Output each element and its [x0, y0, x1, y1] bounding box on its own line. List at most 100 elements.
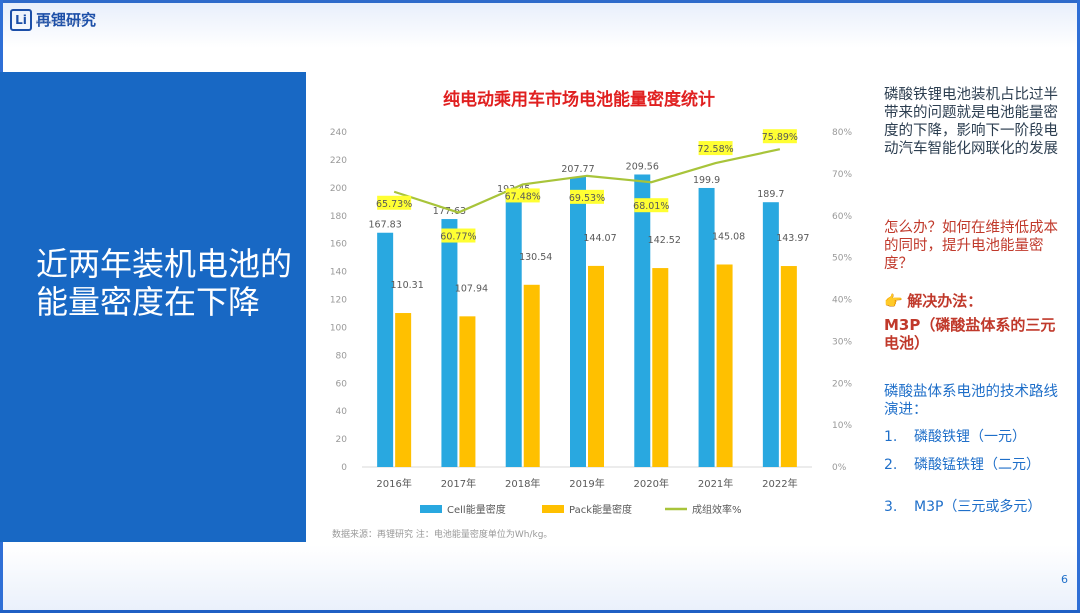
list-item: 2. 磷酸锰铁锂（二元）: [884, 456, 1074, 496]
bottom-border: [0, 610, 1080, 613]
right-axis-tick: 20%: [832, 379, 852, 389]
list-item: 3. M3P（三元或多元）: [884, 498, 1074, 538]
cell-bar: [570, 176, 586, 467]
question-text: 怎么办？如何在维持低成本的同时，提升电池能量密度？: [884, 220, 1058, 272]
legend-ratio-label: 成组效率%: [692, 503, 742, 516]
left-axis-tick: 240: [330, 128, 347, 138]
category-label: 2017年: [441, 477, 476, 490]
category-label: 2020年: [634, 477, 669, 490]
logo-subtitle: REDOING RESEARCH: [36, 20, 86, 25]
legend-pack-label: Pack能量密度: [569, 503, 632, 516]
page-number: 6: [1061, 573, 1068, 586]
left-axis-tick: 160: [330, 240, 347, 250]
chart-title: 纯电动乘用车市场电池能量密度统计: [443, 89, 715, 110]
list-number: 2.: [884, 457, 898, 473]
ratio-value-label: 72.58%: [697, 144, 733, 155]
pack-value-label: 110.31: [391, 280, 424, 291]
pointing-hand-icon: 👉: [884, 292, 903, 310]
ratio-label-highlight: [634, 198, 669, 213]
pack-bar: [780, 266, 797, 467]
ratio-value-label: 75.89%: [762, 132, 798, 143]
legend-pack-swatch: [542, 505, 564, 513]
ratio-label-highlight: [570, 189, 604, 204]
energy-density-chart: 纯电动乘用车市场电池能量密度统计 0 20 40 60 80 100 120 140 160 180…: [310, 80, 865, 554]
pack-value-label: 130.54: [519, 252, 552, 263]
right-axis-tick: 0%: [832, 463, 847, 473]
left-axis-tick: 100: [330, 323, 347, 333]
category-label: 2021年: [698, 477, 733, 490]
left-axis-tick: 180: [330, 212, 347, 222]
list-text: 磷酸铁锂（一元）: [914, 429, 1026, 445]
solution-block: 👉 解决办法：: [884, 292, 1069, 311]
pack-bar: [652, 268, 669, 467]
brand-logo: Li 再锂研究: [10, 9, 96, 31]
ratio-label-highlight: [377, 195, 412, 210]
right-axis-tick: 80%: [832, 128, 852, 138]
pack-bar: [395, 313, 412, 467]
bottom-gradient: [0, 545, 1080, 613]
slide-heading: 近两年装机电池的能量密度在下降: [36, 245, 293, 321]
heading-panel: 近两年装机电池的能量密度在下降: [0, 72, 306, 542]
legend-cell-swatch: [420, 505, 442, 513]
ratio-label-highlight: [698, 141, 733, 156]
list-item: 1. 磷酸铁锂（一元）: [884, 428, 1074, 448]
solution-text: M3P（磷酸盐体系的三元电池）: [884, 316, 1056, 352]
left-axis-tick: 0: [341, 463, 347, 473]
right-axis-tick: 30%: [832, 337, 852, 347]
pack-bar: [523, 284, 540, 467]
ratio-value-label: 60.77%: [440, 232, 476, 243]
pack-bar: [716, 264, 733, 467]
list-text: M3P（三元或多元）: [914, 499, 1042, 515]
cell-bar: [698, 187, 715, 468]
ratio-label-highlight: [441, 228, 476, 243]
ratio-value-label: 68.01%: [633, 201, 669, 212]
left-axis-tick: 200: [330, 184, 347, 194]
list-number: 1.: [884, 429, 898, 445]
cell-value-label: 199.9: [693, 175, 720, 186]
intro-text: 磷酸铁锂电池装机占比过半带来的问题就是电池能量密度的下降，影响下一阶段电动汽车智…: [884, 87, 1058, 157]
roadmap-title: 磷酸盐体系电池的技术路线演进：: [884, 384, 1058, 418]
list-text: 磷酸锰铁锂（二元）: [914, 457, 1040, 473]
pack-value-label: 144.07: [583, 233, 616, 244]
right-axis-tick: 60%: [832, 212, 852, 222]
pack-value-label: 143.97: [776, 233, 809, 244]
category-label: 2018年: [505, 477, 540, 490]
right-axis-tick: 70%: [832, 170, 852, 180]
cell-bar: [762, 202, 779, 467]
top-border: [0, 0, 1080, 3]
pack-value-label: 142.52: [648, 235, 681, 246]
pack-bar: [588, 265, 604, 467]
cell-bar: [634, 174, 651, 467]
ratio-line: [393, 148, 781, 214]
left-axis-tick: 60: [336, 379, 348, 389]
category-label: 2016年: [376, 477, 411, 490]
legend-cell-label: Cell能量密度: [447, 503, 506, 516]
cell-value-label: 189.7: [757, 189, 784, 200]
cell-value-label: 207.77: [561, 164, 594, 175]
cell-value-label: 177.63: [433, 206, 466, 217]
logo-mark-icon: Li: [10, 9, 32, 31]
ratio-value-label: 65.73%: [376, 199, 412, 210]
left-axis-tick: 140: [330, 268, 347, 278]
cell-bar: [505, 196, 522, 467]
pack-value-label: 107.94: [455, 283, 488, 294]
cell-value-label: 167.83: [369, 220, 402, 231]
pack-bar: [459, 316, 476, 467]
logo-text: 再锂研究: [36, 10, 97, 29]
chart-svg: 纯电动乘用车市场电池能量密度统计 0 20 40 60 80 100 120 140 160 180…: [330, 89, 853, 516]
cell-bar: [377, 232, 394, 467]
right-axis-tick: 50%: [832, 254, 852, 264]
category-label: 2022年: [762, 477, 797, 490]
top-gradient: [0, 0, 1080, 48]
source-note: 数据来源：再锂研究 注：电池能量密度单位为Wh/kg。: [332, 530, 553, 540]
right-axis-tick: 10%: [832, 421, 852, 431]
left-axis-tick: 220: [330, 156, 347, 166]
left-axis-tick: 40: [336, 407, 348, 417]
right-border: [1077, 0, 1080, 613]
ratio-label-highlight: [505, 188, 540, 203]
pack-value-label: 145.08: [712, 231, 745, 242]
cell-value-label: 209.56: [626, 161, 659, 172]
cell-bar: [441, 219, 458, 467]
list-number: 3.: [884, 499, 898, 515]
solution-label: 解决办法：: [907, 292, 983, 310]
